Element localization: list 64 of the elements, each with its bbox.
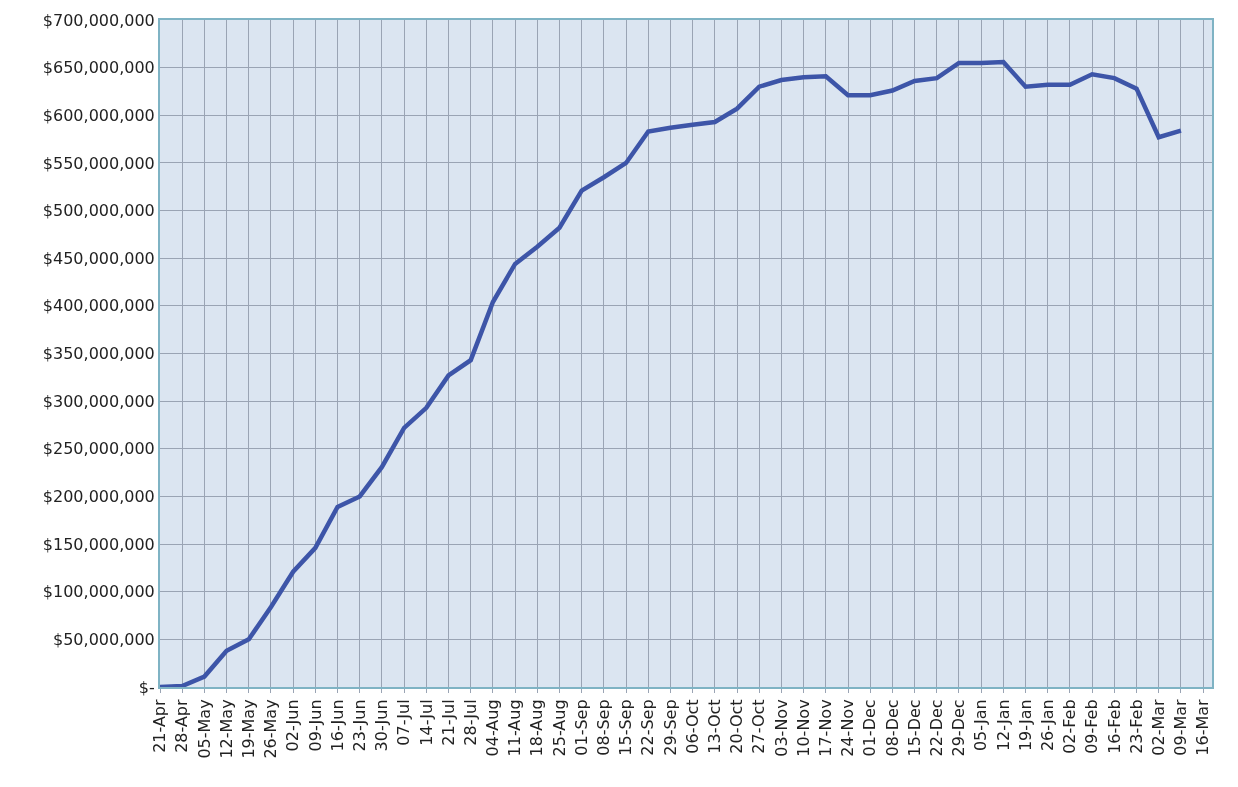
x-tick-label: 16-Mar (1193, 698, 1213, 756)
x-tick-label: 01-Sep (571, 699, 591, 756)
x-tick-label: 23-Feb (1126, 699, 1146, 754)
y-tick-label: $600,000,000 (42, 105, 155, 125)
y-tick-label: $100,000,000 (42, 582, 155, 602)
x-tick-label: 02-Mar (1148, 698, 1168, 756)
y-tick-label: $250,000,000 (42, 439, 155, 459)
x-tick-label: 28-Apr (172, 698, 192, 753)
x-tick-label: 29-Dec (949, 699, 969, 757)
x-tick-label: 05-May (194, 699, 214, 759)
x-tick-label: 01-Dec (860, 699, 880, 757)
x-tick-label: 28-Jul (460, 699, 480, 746)
x-tick-label: 04-Aug (483, 699, 503, 757)
x-tick-label: 10-Nov (793, 699, 813, 757)
x-tick-label: 09-Jun (305, 699, 325, 752)
x-tick-label: 30-Jun (372, 699, 392, 752)
x-tick-label: 14-Jul (416, 699, 436, 746)
y-tick-label: $450,000,000 (42, 248, 155, 268)
x-tick-label: 18-Aug (527, 699, 547, 757)
x-tick-label: 19-Jan (1015, 699, 1035, 752)
x-tick-label: 05-Jan (971, 699, 991, 752)
x-tick-label: 22-Dec (926, 699, 946, 757)
y-tick-label: $350,000,000 (42, 344, 155, 364)
x-tick-label: 09-Feb (1082, 699, 1102, 754)
x-tick-label: 21-Jul (438, 699, 458, 746)
x-tick-label: 21-Apr (150, 698, 170, 753)
y-tick-label: $550,000,000 (42, 153, 155, 173)
y-tick-label: $400,000,000 (42, 296, 155, 316)
x-tick-label: 11-Aug (505, 699, 525, 757)
x-tick-label: 19-May (238, 699, 258, 759)
x-tick-label: 20-Oct (727, 699, 747, 754)
x-tick-label: 17-Nov (816, 699, 836, 757)
x-tick-label: 09-Mar (1171, 698, 1191, 756)
x-tick-label: 02-Feb (1060, 699, 1080, 754)
x-tick-label: 15-Sep (616, 699, 636, 756)
x-tick-label: 23-Jun (349, 699, 369, 752)
y-tick-label: $650,000,000 (42, 58, 155, 78)
x-tick-label: 25-Aug (549, 699, 569, 757)
x-tick-label: 27-Oct (749, 699, 769, 754)
y-tick-label: $300,000,000 (42, 391, 155, 411)
x-tick-label: 08-Dec (882, 699, 902, 757)
x-tick-label: 16-Feb (1104, 699, 1124, 754)
x-tick-label: 15-Dec (904, 699, 924, 757)
x-tick-label: 26-May (261, 699, 281, 759)
y-tick-label: $150,000,000 (42, 534, 155, 554)
x-tick-label: 22-Sep (638, 699, 658, 756)
x-tick-label: 16-Jun (327, 699, 347, 752)
x-tick-label: 29-Sep (660, 699, 680, 756)
x-tick-label: 24-Nov (838, 699, 858, 757)
y-tick-label: $700,000,000 (42, 10, 155, 30)
y-tick-label: $- (138, 677, 155, 697)
line-series (160, 59, 1184, 687)
x-tick-label: 07-Jul (394, 699, 414, 746)
y-tick-label: $500,000,000 (42, 201, 155, 221)
x-tick-label: 12-Jan (993, 699, 1013, 752)
x-tick-label: 08-Sep (594, 699, 614, 756)
x-tick-label: 26-Jan (1037, 699, 1057, 752)
x-tick-label: 06-Oct (682, 699, 702, 754)
x-tick-label: 12-May (216, 699, 236, 759)
y-tick-label: $50,000,000 (53, 629, 155, 649)
x-tick-label: 03-Nov (771, 699, 791, 757)
y-tick-label: $200,000,000 (42, 487, 155, 507)
x-tick-label: 13-Oct (705, 699, 725, 754)
x-tick-label: 02-Jun (283, 699, 303, 752)
